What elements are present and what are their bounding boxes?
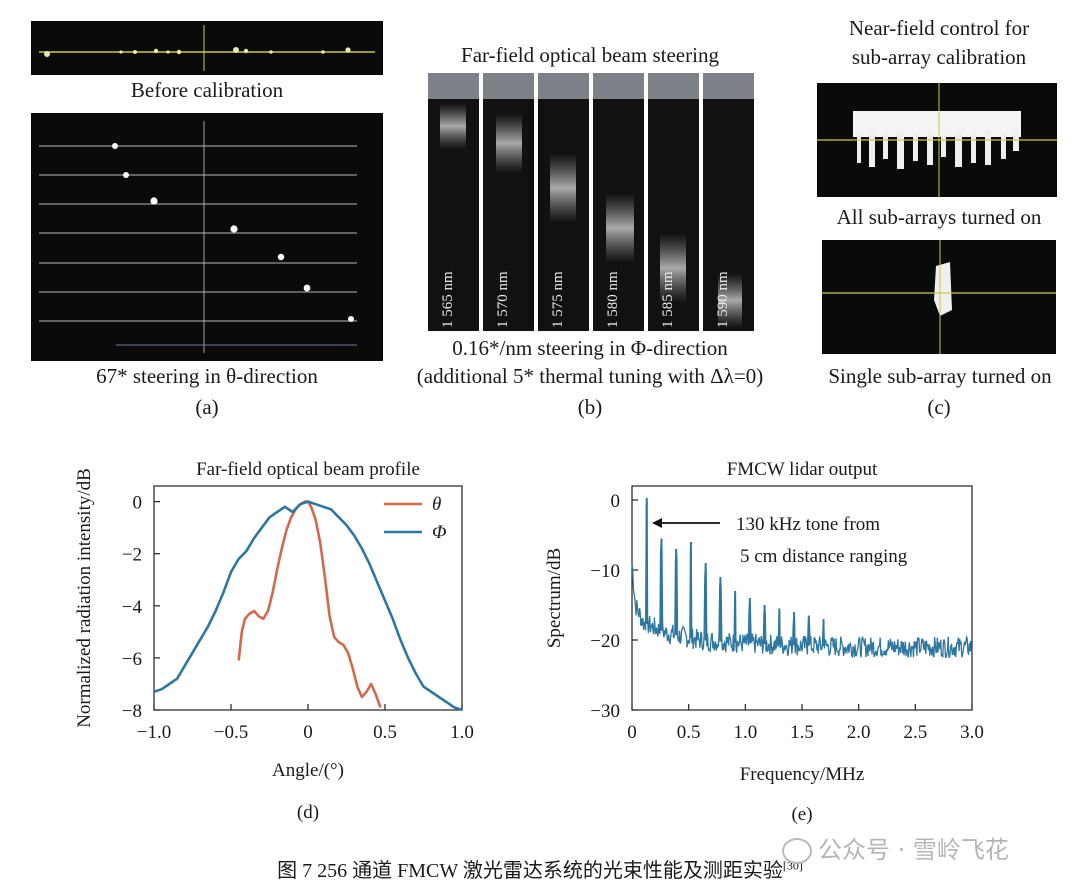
x-tick-label: −1.0 xyxy=(137,722,171,743)
single-subarray-image xyxy=(822,240,1056,354)
x-tick-label: 0.5 xyxy=(373,722,397,743)
beam-profile-xlabel: Angle/(°) xyxy=(272,760,344,781)
watermark-text: 公众号 · 雪岭飞花 xyxy=(818,836,1009,864)
wechat-icon xyxy=(782,838,812,864)
beam-steering-title: Far-field optical beam steering xyxy=(461,43,719,67)
spectrum-trace xyxy=(631,501,973,659)
wavelength-label-1575: 1 575 nm xyxy=(550,271,566,328)
fmcw-output-title: FMCW lidar output xyxy=(727,459,878,480)
tone-annotation-line1: 130 kHz tone from xyxy=(736,514,880,535)
wavelength-label-1570: 1 570 nm xyxy=(495,271,511,328)
fmcw-output-series xyxy=(631,497,973,659)
wavelength-label-1590: 1 590 nm xyxy=(715,271,731,328)
panel-a-letter: (a) xyxy=(195,395,219,419)
watermark: 公众号 · 雪岭飞花 xyxy=(782,830,1009,865)
tone-annotation-line2: 5 cm distance ranging xyxy=(740,546,908,567)
x-tick-label: 1.0 xyxy=(450,722,474,743)
theta-steering-caption: 67* steering in θ-direction xyxy=(96,364,318,388)
figure-caption-text: 图 7 256 通道 FMCW 激光雷达系统的光束性能及测距实验 xyxy=(277,860,783,882)
tone-annotation: 130 kHz tone from 5 cm distance ranging xyxy=(652,514,908,567)
y-tick-label: 0 xyxy=(611,491,621,512)
beam-profile-series xyxy=(153,500,463,712)
all-subarrays-image xyxy=(817,83,1057,197)
all-subarrays-caption: All sub-arrays turned on xyxy=(836,205,1042,229)
panel-b-letter: (b) xyxy=(577,395,603,419)
beam-profile-title: Far-field optical beam profile xyxy=(196,459,420,480)
fmcw-output-xlabel: Frequency/MHz xyxy=(740,764,865,785)
single-subarray-caption: Single sub-array turned on xyxy=(828,364,1052,388)
theta-steering-image xyxy=(31,113,383,361)
y-tick-label: −6 xyxy=(122,649,142,670)
panel-c-letter: (c) xyxy=(927,395,951,419)
tone-arrow-head xyxy=(652,518,662,528)
beam-profile-chart: Far-field optical beam profile −1.0 −0.5 0… xyxy=(74,459,474,823)
beam-profile-legend: θ Φ xyxy=(384,494,446,543)
y-tick-label: −8 xyxy=(122,701,142,722)
wavelength-label-1585: 1 585 nm xyxy=(660,271,676,328)
wavelength-strips xyxy=(428,73,754,331)
series-line-1 xyxy=(153,500,463,712)
theta-steering-grid xyxy=(39,121,357,353)
before-calibration-image xyxy=(31,21,383,75)
panel-e-letter: (e) xyxy=(791,804,812,825)
single-subarray-beam xyxy=(822,240,1056,354)
beam-profile-frame xyxy=(153,485,463,711)
panel-d-letter: (d) xyxy=(297,802,319,823)
before-calibration-beam xyxy=(39,25,375,71)
y-tick-label: −2 xyxy=(122,545,142,566)
series-line-0 xyxy=(237,500,382,708)
fmcw-output-ticks: 0 0.5 1.0 1.5 2.0 2.5 3.0 0 −10 −20 −30 xyxy=(590,491,984,743)
legend-label-theta: θ xyxy=(432,494,441,515)
wavelength-sweep-image xyxy=(428,73,762,331)
x-tick-label: −0.5 xyxy=(214,722,248,743)
x-tick-label: 0 xyxy=(303,722,313,743)
y-tick-label: −30 xyxy=(590,701,620,722)
x-tick-label: 1.5 xyxy=(790,722,814,743)
legend-label-phi: Φ xyxy=(432,522,446,543)
fmcw-output-chart: FMCW lidar output 0 0.5 1.0 1.5 2.0 2.5 3.0 0 −1… xyxy=(544,459,984,825)
thermal-tuning-caption: (additional 5* thermal tuning with Δλ=0) xyxy=(416,364,764,388)
wavelength-label-1580: 1 580 nm xyxy=(605,271,621,328)
x-tick-label: 2.0 xyxy=(847,722,871,743)
x-tick-label: 0 xyxy=(627,722,637,743)
all-subarrays-beam xyxy=(817,83,1057,197)
y-tick-label: 0 xyxy=(133,493,143,514)
y-tick-label: −4 xyxy=(122,597,143,618)
wavelength-label-1565: 1 565 nm xyxy=(440,271,456,328)
near-field-title-2: sub-array calibration xyxy=(851,45,1027,69)
x-tick-label: 1.0 xyxy=(733,722,757,743)
before-calibration-caption: Before calibration xyxy=(130,78,284,102)
y-tick-label: −20 xyxy=(590,631,620,652)
x-tick-label: 3.0 xyxy=(960,722,984,743)
fmcw-output-ylabel: Spectrum/dB xyxy=(544,548,565,648)
beam-profile-ticks: −1.0 −0.5 0 0.5 1.0 0 −2 −4 −6 −8 xyxy=(122,493,474,743)
beam-profile-ylabel: Normalized radiation intensity/dB xyxy=(74,468,95,728)
phi-steering-caption: 0.16*/nm steering in Φ-direction xyxy=(452,336,728,360)
x-tick-label: 2.5 xyxy=(903,722,927,743)
x-tick-label: 0.5 xyxy=(677,722,701,743)
near-field-title-1: Near-field control for xyxy=(848,16,1030,40)
y-tick-label: −10 xyxy=(590,561,620,582)
